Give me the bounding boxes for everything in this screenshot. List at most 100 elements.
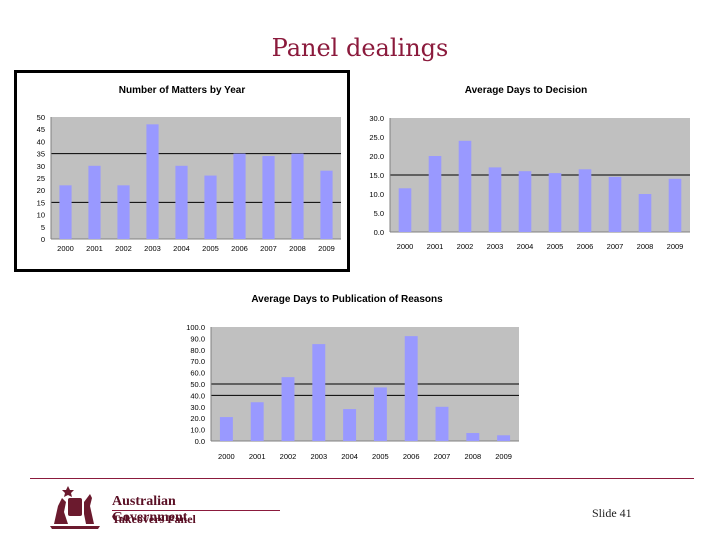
x-tick-label: 2002	[115, 244, 132, 253]
y-tick-label: 35	[37, 150, 45, 159]
x-tick-label: 2001	[427, 242, 444, 251]
y-tick-label: 40	[37, 137, 45, 146]
matters-by-year-svg: Number of Matters by Year 0 5 10 15 20 25 30 35 4…	[37, 85, 341, 253]
x-tick-label: 2004	[517, 242, 534, 251]
y-tick-label: 10.0	[190, 426, 205, 435]
y-tick-label: 0.0	[374, 228, 384, 237]
bar	[233, 153, 246, 239]
x-tick-label: 2007	[607, 242, 624, 251]
bar	[343, 409, 357, 441]
matters-by-year-chart: Number of Matters by Year 0 5 10 15 20 25 30 35 4…	[14, 70, 350, 272]
y-tick-label: 0	[41, 235, 45, 244]
y-tick-label: 60.0	[190, 369, 205, 378]
x-tick-label: 2006	[231, 244, 248, 253]
x-tick-label: 2009	[495, 452, 512, 461]
bar	[250, 402, 264, 441]
x-tick-label: 2009	[318, 244, 335, 253]
bar	[638, 194, 652, 232]
y-tick-label: 10.0	[369, 190, 384, 199]
coat-of-arms-icon	[50, 486, 100, 529]
y-tick-label: 20.0	[190, 414, 205, 423]
bar	[578, 169, 592, 232]
x-tick-label: 2002	[280, 452, 297, 461]
x-tick-label: 2004	[341, 452, 358, 461]
x-tick-label: 2008	[464, 452, 481, 461]
chart-title: Number of Matters by Year	[119, 85, 246, 96]
x-tick-label: 2001	[249, 452, 266, 461]
y-tick-label: 50	[37, 113, 45, 122]
x-tick-label: 2005	[202, 244, 219, 253]
bar	[548, 173, 562, 232]
y-tick-label: 10	[37, 211, 45, 220]
y-tick-label: 30.0	[190, 403, 205, 412]
chart-title: Average Days to Publication of Reasons	[251, 294, 443, 305]
x-tick-label: 2003	[310, 452, 327, 461]
x-tick-label: 2000	[57, 244, 74, 253]
bar	[373, 387, 387, 441]
y-tick-label: 25.0	[369, 133, 384, 142]
bar	[146, 124, 159, 239]
bar	[312, 344, 326, 441]
slide-number: Slide 41	[592, 506, 632, 520]
y-tick-label: 40.0	[190, 391, 205, 400]
australian-government-logo: Australian Government Takeovers Panel	[44, 484, 280, 530]
y-tick-label: 25	[37, 174, 45, 183]
days-to-publication-svg: Average Days to Publication of Reasons 0.…	[186, 294, 519, 461]
x-tick-label: 2003	[487, 242, 504, 251]
bar	[497, 435, 511, 441]
bar	[291, 153, 304, 239]
y-tick-label: 30	[37, 162, 45, 171]
slide-title: Panel dealings	[271, 34, 449, 62]
y-tick-label: 70.0	[190, 357, 205, 366]
bar	[175, 165, 188, 239]
footer-divider	[30, 478, 694, 479]
y-tick-label: 20.0	[369, 152, 384, 161]
x-tick-label: 2008	[637, 242, 654, 251]
bar	[398, 188, 412, 232]
bar	[262, 156, 275, 239]
bar	[88, 165, 101, 239]
y-tick-label: 80.0	[190, 346, 205, 355]
bar	[518, 171, 532, 232]
days-to-decision-chart: Average Days to Decision 0.0 5.0 10.0 15.0 20…	[360, 76, 695, 266]
days-to-publication-chart: Average Days to Publication of Reasons 0.…	[165, 285, 525, 465]
y-tick-label: 15	[37, 198, 45, 207]
x-tick-label: 2000	[218, 452, 235, 461]
y-tick-label: 50.0	[190, 380, 205, 389]
y-tick-label: 45	[37, 125, 45, 134]
bar	[281, 377, 295, 441]
x-tick-label: 2008	[289, 244, 306, 253]
y-tick-label: 15.0	[369, 171, 384, 180]
x-tick-label: 2002	[457, 242, 474, 251]
y-tick-label: 20	[37, 186, 45, 195]
bar	[428, 156, 442, 232]
org-name-line1: Australian Government	[112, 494, 188, 525]
y-tick-label: 90.0	[190, 334, 205, 343]
bar	[466, 433, 480, 441]
x-tick-label: 2001	[86, 244, 103, 253]
bar	[668, 178, 682, 232]
x-tick-label: 2007	[434, 452, 451, 461]
org-name-line2: Takeovers Panel	[112, 512, 196, 526]
bar	[204, 175, 217, 239]
y-tick-label: 100.0	[186, 323, 205, 332]
x-tick-label: 2004	[173, 244, 190, 253]
days-to-decision-svg: Average Days to Decision 0.0 5.0 10.0 15.0 20…	[369, 85, 690, 251]
x-tick-label: 2005	[547, 242, 564, 251]
logo-divider	[112, 510, 280, 511]
bar	[435, 406, 449, 441]
chart-title: Average Days to Decision	[465, 85, 587, 96]
x-tick-label: 2000	[397, 242, 414, 251]
bar	[117, 185, 130, 239]
y-tick-label: 5.0	[374, 209, 384, 218]
x-tick-label: 2003	[144, 244, 161, 253]
y-tick-label: 30.0	[369, 114, 384, 123]
x-tick-label: 2009	[667, 242, 684, 251]
bar	[608, 176, 622, 232]
bar	[59, 185, 72, 239]
bar	[320, 170, 333, 239]
bar	[488, 167, 502, 232]
y-tick-label: 0.0	[195, 437, 205, 446]
bar	[219, 417, 233, 441]
bar	[404, 336, 418, 441]
